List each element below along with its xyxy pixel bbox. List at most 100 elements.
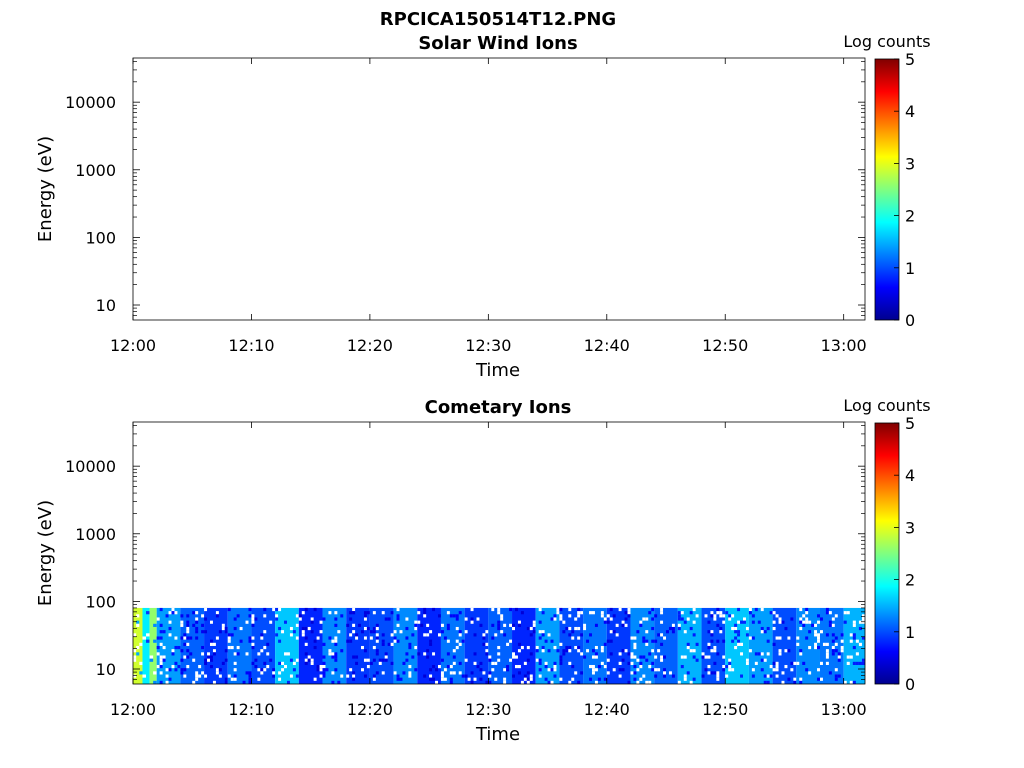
heatmap-cell	[473, 633, 477, 637]
heatmap-cell	[455, 639, 459, 643]
heatmap-cell	[180, 649, 184, 653]
heatmap-cell	[363, 614, 367, 618]
heatmap-cell	[331, 652, 335, 656]
heatmap-cell	[680, 611, 684, 615]
heatmap-cell	[405, 626, 409, 631]
heatmap-cell	[254, 664, 258, 669]
heatmap-cell	[615, 623, 619, 627]
heatmap-cell	[734, 630, 738, 634]
heatmap-cell	[304, 652, 308, 656]
heatmap-cell	[396, 623, 400, 627]
heatmap-cell	[817, 645, 820, 650]
heatmap-cell	[242, 680, 246, 684]
heatmap-cell	[775, 668, 779, 672]
heatmap-cell	[571, 630, 575, 634]
heatmap-cell	[209, 664, 213, 669]
heatmap-cell	[695, 642, 699, 646]
heatmap-cell	[817, 614, 820, 618]
heatmap-cell	[363, 611, 367, 615]
heatmap-cell	[757, 652, 761, 656]
heatmap-cell	[414, 645, 418, 650]
heatmap-cell	[603, 664, 607, 669]
heatmap-cell	[606, 671, 610, 675]
colorbar	[874, 422, 900, 685]
heatmap-cell	[387, 617, 391, 621]
heatmap-cell	[159, 655, 163, 659]
heatmap-cell	[808, 671, 812, 675]
heatmap-cell	[396, 617, 400, 621]
heatmap-cell	[372, 677, 376, 681]
heatmap-cell	[195, 674, 199, 678]
heatmap-cell	[295, 658, 299, 662]
heatmap-cell	[494, 677, 498, 681]
heatmap-cell	[458, 630, 462, 634]
heatmap-cell	[663, 655, 667, 659]
heatmap-cell	[423, 607, 427, 612]
heatmap-cell	[192, 658, 196, 662]
heatmap-cell	[278, 639, 282, 643]
heatmap-cell	[405, 636, 409, 640]
heatmap-cell	[266, 652, 270, 656]
heatmap-cell	[778, 636, 782, 640]
heatmap-cell	[636, 680, 640, 684]
heatmap-cell	[766, 680, 770, 684]
heatmap-cell	[648, 680, 652, 684]
heatmap-cell	[624, 649, 628, 653]
heatmap-cell	[517, 664, 521, 669]
heatmap-cell	[224, 677, 228, 681]
heatmap-cell	[204, 661, 208, 665]
heatmap-cell	[814, 645, 818, 650]
heatmap-cell	[461, 639, 465, 643]
heatmap-cell	[319, 620, 323, 624]
heatmap-cell	[760, 658, 764, 662]
heatmap-cell	[159, 680, 163, 684]
heatmap-cell	[577, 636, 581, 640]
y-tick-label: 10	[96, 660, 116, 679]
heatmap-cell	[861, 614, 865, 618]
colorbar-tick-label: 5	[905, 414, 915, 433]
heatmap-cell	[734, 636, 738, 640]
heatmap-cell	[174, 645, 178, 650]
heatmap-cell	[710, 633, 714, 637]
heatmap-cell	[149, 658, 154, 662]
heatmap-cell	[224, 658, 228, 662]
heatmap-cell	[843, 620, 847, 624]
heatmap-cell	[763, 658, 767, 662]
heatmap-cell	[512, 623, 515, 627]
heatmap-cell	[689, 680, 693, 684]
heatmap-cell	[334, 655, 338, 659]
heatmap-cell	[497, 611, 501, 615]
heatmap-cell	[207, 652, 210, 656]
heatmap-cell	[452, 661, 456, 665]
heatmap-cell	[538, 658, 542, 662]
heatmap-cell	[221, 661, 225, 665]
heatmap-cell	[396, 607, 400, 612]
heatmap-cell	[387, 642, 391, 646]
heatmap-cell	[372, 630, 376, 634]
heatmap-cell	[760, 626, 764, 631]
heatmap-cell	[201, 645, 205, 650]
heatmap-cell	[799, 649, 803, 653]
heatmap-cell	[162, 630, 166, 634]
heatmap-cell	[446, 623, 450, 627]
heatmap-cell	[722, 639, 726, 643]
heatmap-cell	[168, 677, 172, 681]
heatmap-cell	[713, 645, 717, 650]
heatmap-cell	[657, 633, 661, 637]
y-tick-label: 100	[85, 228, 116, 247]
heatmap-cell	[168, 626, 172, 631]
heatmap-cell	[778, 617, 782, 621]
heatmap-cell	[639, 677, 643, 681]
heatmap-cell	[633, 671, 637, 675]
heatmap-cell	[654, 668, 658, 672]
heatmap-cell	[440, 623, 444, 627]
heatmap-cell	[322, 655, 326, 659]
heatmap-cell	[799, 620, 803, 624]
heatmap-cell	[159, 671, 163, 675]
heatmap-cell	[535, 645, 539, 650]
panel-title: Cometary Ions	[425, 397, 572, 418]
heatmap-cell	[251, 645, 255, 650]
heatmap-cell	[645, 642, 649, 646]
heatmap-cell	[556, 607, 560, 612]
heatmap-cell	[591, 671, 595, 675]
